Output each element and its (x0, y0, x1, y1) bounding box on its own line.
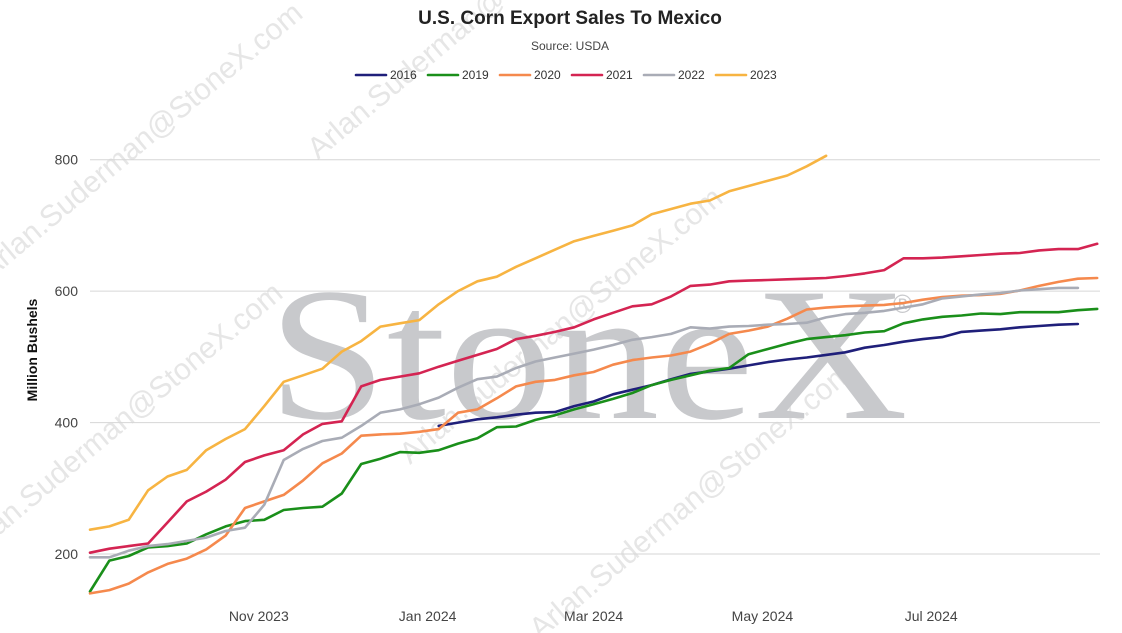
y-tick-label-600: 600 (55, 283, 79, 299)
chart-subtitle: Source: USDA (531, 39, 609, 53)
series-line-2022 (88, 286, 1080, 559)
y-tick-label-200: 200 (55, 546, 79, 562)
series-line-2016 (437, 322, 1080, 428)
legend-item-2023[interactable]: 2023 (714, 68, 777, 82)
series-line-2020 (88, 276, 1099, 595)
legend-item-2021[interactable]: 2021 (570, 68, 633, 82)
x-tick-label-1: Jan 2024 (399, 608, 457, 624)
y-tick-label-800: 800 (55, 152, 79, 168)
x-axis-ticks: Nov 2023 Jan 2024 Mar 2024 May 2024 Jul 2024 (229, 608, 958, 624)
legend-label-2016: 2016 (390, 68, 417, 82)
watermark-email-3: Arlan.Suderman@StoneX.com (0, 0, 309, 285)
legend-item-2016[interactable]: 2016 (354, 68, 417, 82)
watermark: Arlan.Suderman@StoneX.com Arlan.Suderman… (0, 0, 912, 633)
series-lines (88, 154, 1099, 595)
x-tick-label-4: Jul 2024 (905, 608, 958, 624)
legend-label-2023: 2023 (750, 68, 777, 82)
series-line-2021 (88, 242, 1099, 555)
legend-label-2019: 2019 (462, 68, 489, 82)
legend-item-2022[interactable]: 2022 (642, 68, 705, 82)
legend-label-2021: 2021 (606, 68, 633, 82)
x-tick-label-2: Mar 2024 (564, 608, 623, 624)
series-line-2019 (88, 307, 1099, 593)
legend-label-2022: 2022 (678, 68, 705, 82)
x-tick-label-0: Nov 2023 (229, 608, 289, 624)
legend-label-2020: 2020 (534, 68, 561, 82)
y-axis-ticks: 200 400 600 800 (55, 152, 79, 562)
legend-item-2020[interactable]: 2020 (498, 68, 561, 82)
y-axis-label: Million Bushels (24, 298, 40, 401)
gridlines (90, 159, 1100, 555)
watermark-logo: StoneX (268, 250, 908, 460)
x-tick-label-3: May 2024 (732, 608, 794, 624)
series-line-2023 (88, 154, 828, 532)
y-tick-label-400: 400 (55, 415, 79, 431)
legend: 2016 2019 2020 2021 2022 2023 (354, 68, 777, 82)
legend-item-2019[interactable]: 2019 (426, 68, 489, 82)
chart-title: U.S. Corn Export Sales To Mexico (418, 8, 722, 29)
